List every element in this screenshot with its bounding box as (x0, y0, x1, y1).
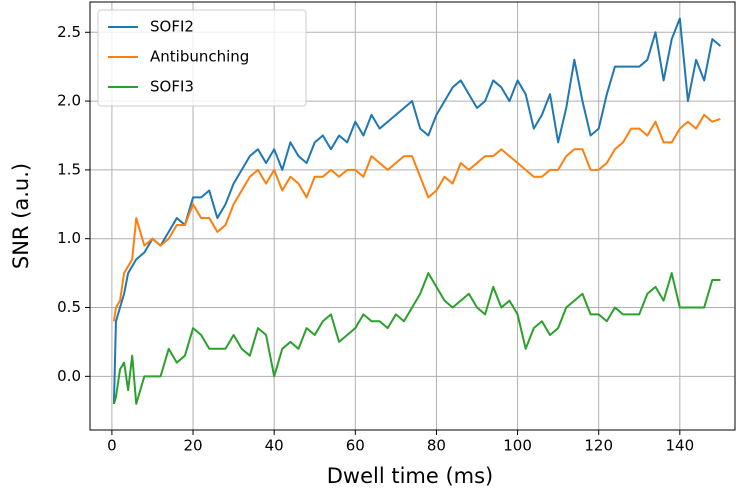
x-axis-label: Dwell time (ms) (327, 464, 494, 488)
legend-box (97, 9, 307, 107)
y-tick-label: 2.0 (57, 92, 81, 110)
y-tick-label: 1.0 (57, 229, 81, 247)
x-tick-label: 100 (503, 437, 532, 455)
y-tick-label: 1.5 (57, 160, 81, 178)
series-line (112, 17, 722, 404)
x-tick-label: 20 (183, 437, 202, 455)
series-line (112, 113, 721, 322)
plot-frame (89, 1, 736, 431)
series-line (112, 272, 721, 405)
x-tick-label: 80 (427, 437, 446, 455)
x-tick-label: 0 (107, 437, 117, 455)
x-tick-label: 60 (346, 437, 365, 455)
y-tick-label: 2.5 (57, 23, 81, 41)
legend-label: SOFI2 (150, 18, 194, 36)
legend-label: SOFI3 (150, 78, 194, 96)
y-tick-label: 0.5 (57, 298, 81, 316)
y-axis-label: SNR (a.u.) (9, 163, 33, 269)
x-tick-label: 120 (584, 437, 613, 455)
y-tick-label: 0.0 (57, 367, 81, 385)
legend-label: Antibunching (150, 48, 249, 66)
x-tick-label: 40 (265, 437, 284, 455)
x-tick-label: 140 (666, 437, 695, 455)
